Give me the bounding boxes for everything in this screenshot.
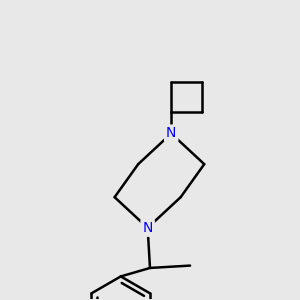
Text: N: N: [166, 127, 176, 140]
Text: N: N: [142, 221, 153, 235]
